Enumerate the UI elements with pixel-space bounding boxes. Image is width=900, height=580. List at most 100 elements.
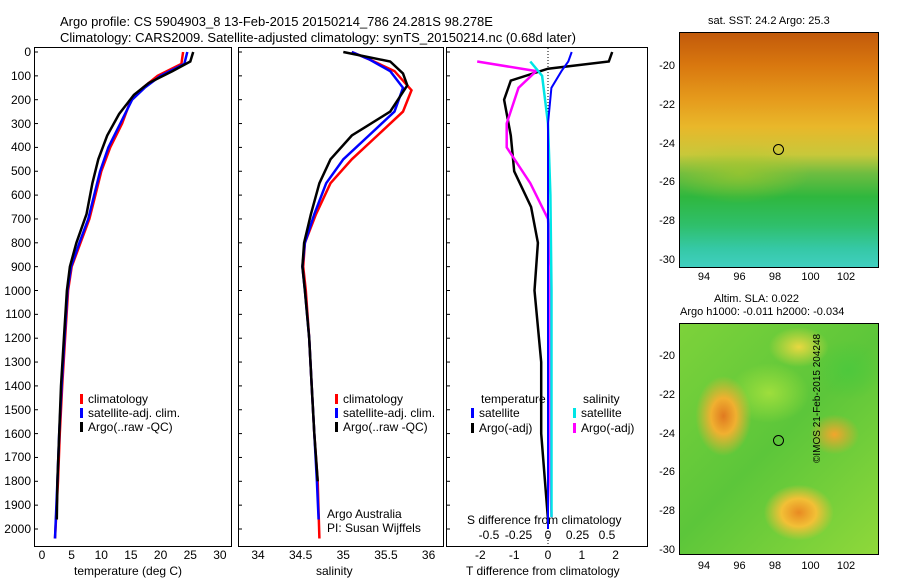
depth-tick-label: 1700 [4,450,31,465]
sst-map [679,32,879,268]
sla-map-title1: Altim. SLA: 0.022 [714,293,799,305]
sst-lon-label: 98 [768,271,782,283]
salinity-tick-label: 35 [336,548,350,562]
s-diff-tick-label: 0.5 [598,528,616,542]
legend-swatch-magenta [573,423,576,433]
salinity-tick-label: 34.5 [288,548,313,562]
legend-title-temperature: temperature [481,392,546,406]
imos-stamp: ©IMOS 21-Feb-2015 204248 [812,333,823,463]
legend-swatch-satellite [471,408,474,418]
legend-swatch-argo [335,422,338,432]
argo-float-marker [773,435,784,446]
t-diff-tick-label: 1 [578,548,586,562]
legend-label-climatology: climatology [343,392,404,406]
temp-tick-label: 30 [213,548,227,562]
sla-lat-label: -28 [659,505,675,518]
sst-lon-label: 94 [697,271,711,283]
legend-label-argo: Argo(..raw -QC) [88,420,173,434]
t-difference-xlabel: T difference from climatology [466,564,620,578]
sst-lat-label: -28 [659,215,675,228]
legend-label-argo: Argo(..raw -QC) [343,420,428,434]
depth-tick-label: 200 [10,92,31,107]
legend-swatch-climatology [335,394,338,404]
sst-lat-label: -26 [659,176,675,189]
temp-tick-label: 25 [183,548,197,562]
legend-s-satellite: satellite [573,406,622,420]
temperature-xlabel: temperature (deg C) [74,564,183,578]
diff-sal-argo-line [476,60,553,518]
temp-tick-label: 0 [38,548,46,562]
s-diff-tick-label: 0.25 [565,528,590,542]
legend-label-satellite: satellite-adj. clim. [343,406,436,420]
salinity-tick-label: 36 [421,548,436,562]
diff-sal-satellite-line [529,60,553,518]
depth-tick-label: 1500 [4,402,31,417]
sal-legend: climatology satellite-adj. clim. Argo(..… [335,392,435,434]
depth-tick-label: 0 [24,45,31,59]
sla-lon-label: 98 [768,560,782,572]
temperature-panel [34,47,232,547]
legend-swatch-climatology [80,394,83,404]
header-line1: Argo profile: CS 5904903_8 13-Feb-2015 2… [60,14,493,29]
salinity-tick-label: 35.5 [374,548,398,562]
s-diff-tick-label: -0.25 [504,528,533,542]
sla-lon-label: 96 [733,560,746,572]
depth-tick-label: 900 [10,259,31,274]
sla-lon-label: 102 [836,560,856,572]
legend-swatch-satellite [335,408,338,418]
temp-legend: climatology satellite-adj. clim. Argo(..… [80,392,180,434]
depth-tick-label: 1000 [4,283,31,298]
t-diff-tick-label: 2 [612,548,619,562]
depth-tick-label: 1400 [4,378,31,393]
sst-map-title: sat. SST: 24.2 Argo: 25.3 [708,15,830,27]
sla-lon-label: 94 [697,560,711,572]
temp-argo-line [55,51,195,520]
depth-tick-label: 800 [10,235,31,250]
depth-tick-label: 1300 [4,355,31,370]
legend-title-salinity: salinity [583,392,620,406]
sla-map-title2: Argo h1000: -0.011 h2000: -0.034 [680,306,845,318]
sal-climatology-line [301,50,413,539]
depth-tick-label: 700 [10,211,31,226]
sst-lat-label: -22 [659,98,675,111]
depth-tick-label: 600 [10,188,31,203]
depth-tick-label: 400 [10,140,31,155]
sal-argo-line [301,50,409,482]
credit-line1: Argo Australia [327,507,402,521]
sst-lon-label: 102 [836,271,856,283]
difference-panel [446,47,648,547]
legend-t-satellite: satellite [471,406,520,420]
sla-lat-label: -30 [659,544,675,556]
depth-tick-label: 2000 [4,522,31,536]
sst-lat-label: -20 [659,60,675,72]
salinity-panel [238,47,444,547]
depth-tick-label: 1200 [4,331,31,346]
depth-tick-label: 1800 [4,474,31,489]
sst-lon-label: 96 [733,271,746,283]
depth-tick-label: 1900 [4,498,31,513]
sst-lon-label: 100 [801,271,820,283]
argo-float-marker [773,144,784,155]
legend-label-climatology: climatology [88,392,149,406]
temp-tick-label: 20 [153,548,168,562]
depth-tick-label: 500 [10,164,31,179]
sla-lat-label: -24 [659,427,675,440]
sla-map [679,323,879,555]
temp-tick-label: 10 [94,548,108,562]
depth-tick-label: 1600 [4,426,31,441]
sla-lat-label: -22 [659,388,675,401]
legend-swatch-satellite [80,408,83,418]
s-diff-tick-label: -0.5 [478,528,500,542]
temp-tick-label: 5 [68,548,75,562]
depth-tick-label: 300 [10,116,31,131]
t-diff-tick-label: -1 [508,548,520,562]
sla-lat-label: -20 [659,350,675,362]
temp-tick-label: 15 [124,548,138,562]
legend-swatch-cyan [573,408,576,418]
sst-lat-label: -30 [659,254,675,266]
legend-t-argo: Argo(-adj) [471,421,532,435]
depth-tick-label: 100 [10,68,31,83]
sst-lat-label: -24 [659,137,675,150]
legend-swatch-argo [471,423,474,433]
legend-label-satellite: satellite-adj. clim. [88,406,181,420]
